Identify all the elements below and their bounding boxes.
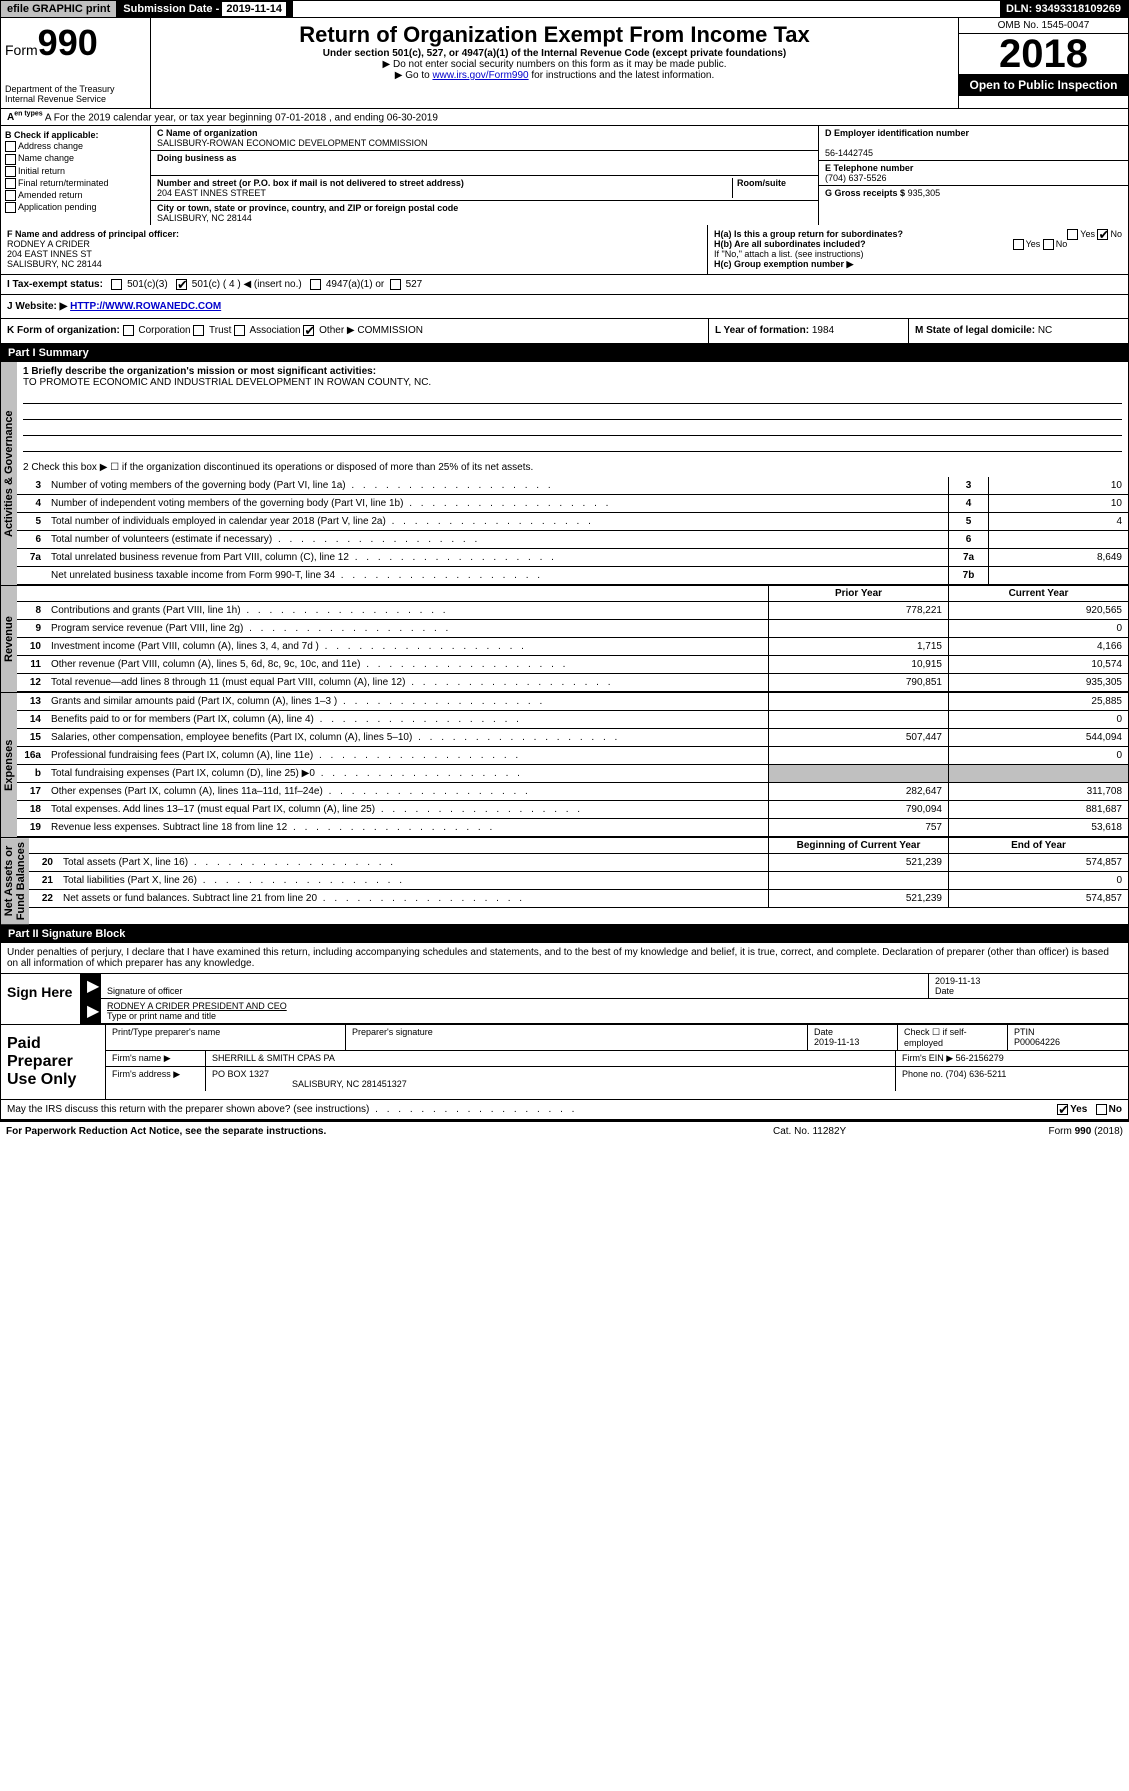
perjury-text: Under penalties of perjury, I declare th…	[1, 943, 1128, 974]
gross-receipts: 935,305	[908, 188, 941, 198]
sign-here-label: Sign Here	[1, 974, 81, 1024]
arrow-icon: ▶	[81, 999, 101, 1023]
row-f-h: F Name and address of principal officer:…	[0, 225, 1129, 275]
signature-section: Under penalties of perjury, I declare th…	[0, 943, 1129, 1120]
row-a-tax-year: Aen types A For the 2019 calendar year, …	[0, 109, 1129, 126]
phone-value: (704) 637-5526	[825, 173, 887, 183]
form-subtitle-2: ▶ Do not enter social security numbers o…	[155, 59, 954, 70]
dept-label: Department of the Treasury Internal Reve…	[5, 84, 146, 104]
open-public-label: Open to Public Inspection	[959, 74, 1128, 96]
irs-link[interactable]: www.irs.gov/Form990	[432, 70, 528, 81]
revenue-section: Revenue Prior YearCurrent Year 8Contribu…	[0, 586, 1129, 693]
org-street: 204 EAST INNES STREET	[157, 188, 266, 198]
mission-text: TO PROMOTE ECONOMIC AND INDUSTRIAL DEVEL…	[23, 377, 431, 388]
website-link[interactable]: HTTP://WWW.ROWANEDC.COM	[70, 301, 221, 312]
form-subtitle-1: Under section 501(c), 527, or 4947(a)(1)…	[155, 48, 954, 59]
row-k-l-m: K Form of organization: Corporation Trus…	[0, 319, 1129, 343]
part-2-header: Part II Signature Block	[0, 925, 1129, 943]
dln-label: DLN: 93493318109269	[1000, 1, 1128, 17]
form-title: Return of Organization Exempt From Incom…	[155, 22, 954, 48]
form-header: Form990 Department of the Treasury Inter…	[0, 18, 1129, 109]
form-subtitle-3: ▶ Go to www.irs.gov/Form990 for instruct…	[155, 70, 954, 81]
governance-label: Activities & Governance	[1, 362, 17, 585]
net-assets-section: Net Assets or Fund Balances Beginning of…	[0, 838, 1129, 925]
net-assets-label: Net Assets or Fund Balances	[1, 838, 29, 924]
page-footer: For Paperwork Reduction Act Notice, see …	[0, 1120, 1129, 1141]
org-name: SALISBURY-ROWAN ECONOMIC DEVELOPMENT COM…	[157, 138, 428, 148]
ein-value: 56-1442745	[825, 148, 873, 158]
paid-preparer-label: Paid Preparer Use Only	[1, 1025, 106, 1099]
entity-block: B Check if applicable: Address change Na…	[0, 126, 1129, 225]
arrow-icon: ▶	[81, 974, 101, 998]
submission-date-label: Submission Date - 2019-11-14	[117, 1, 293, 17]
tax-year: 2018	[959, 34, 1128, 74]
form-number: Form990	[5, 22, 146, 64]
org-city: SALISBURY, NC 28144	[157, 213, 252, 223]
revenue-label: Revenue	[1, 586, 17, 692]
efile-label[interactable]: efile GRAPHIC print	[1, 1, 117, 17]
expenses-label: Expenses	[1, 693, 17, 837]
top-bar: efile GRAPHIC print Submission Date - 20…	[0, 0, 1129, 18]
box-b: B Check if applicable: Address change Na…	[1, 126, 151, 225]
row-i-tax-status: I Tax-exempt status: 501(c)(3) 501(c) ( …	[0, 275, 1129, 295]
part-1-header: Part I Summary	[0, 344, 1129, 362]
row-j-website: J Website: ▶ HTTP://WWW.ROWANEDC.COM	[0, 295, 1129, 319]
expenses-section: Expenses 13Grants and similar amounts pa…	[0, 693, 1129, 838]
governance-section: Activities & Governance 1 Briefly descri…	[0, 362, 1129, 586]
